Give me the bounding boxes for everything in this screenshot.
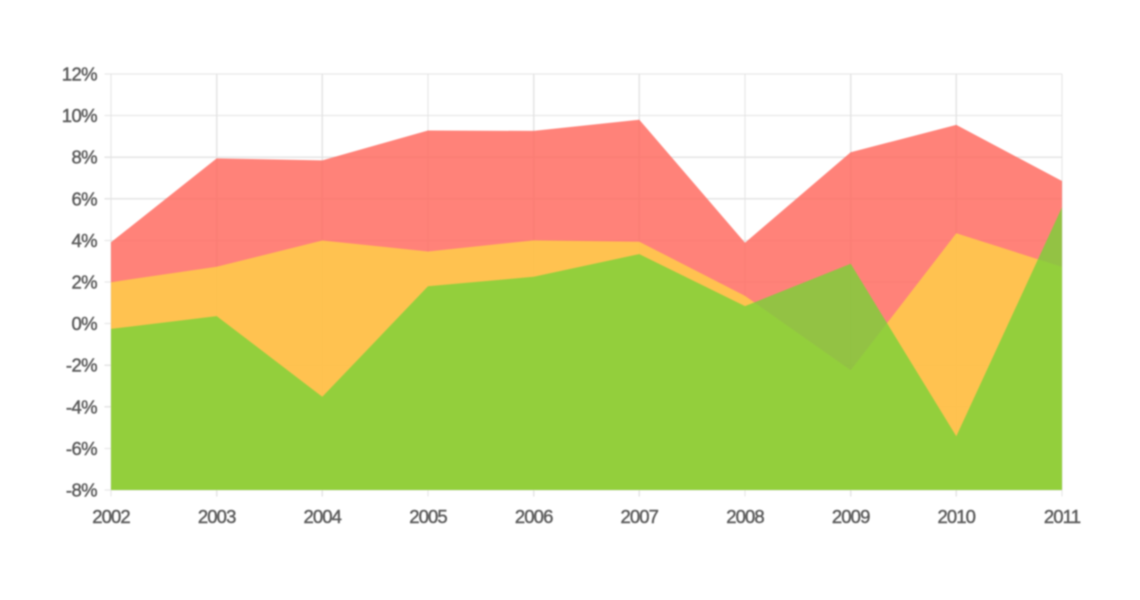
svg-text:2%: 2% [71, 272, 97, 293]
svg-text:2007: 2007 [621, 506, 659, 527]
svg-text:6%: 6% [71, 188, 97, 209]
svg-text:2006: 2006 [515, 506, 553, 527]
svg-text:2008: 2008 [726, 506, 764, 527]
svg-text:2010: 2010 [938, 506, 976, 527]
svg-text:2004: 2004 [304, 506, 342, 527]
svg-text:2009: 2009 [832, 506, 870, 527]
svg-text:-2%: -2% [66, 355, 97, 376]
svg-text:12%: 12% [62, 64, 97, 85]
svg-text:2005: 2005 [409, 506, 447, 527]
svg-text:2003: 2003 [198, 506, 236, 527]
svg-text:4%: 4% [71, 230, 97, 251]
svg-text:8%: 8% [71, 147, 97, 168]
svg-text:2011: 2011 [1044, 506, 1081, 527]
svg-text:-8%: -8% [66, 480, 97, 501]
svg-text:-4%: -4% [66, 396, 97, 417]
svg-text:0%: 0% [71, 313, 97, 334]
svg-text:2002: 2002 [92, 506, 130, 527]
svg-text:10%: 10% [62, 105, 97, 126]
svg-text:-6%: -6% [66, 438, 97, 459]
